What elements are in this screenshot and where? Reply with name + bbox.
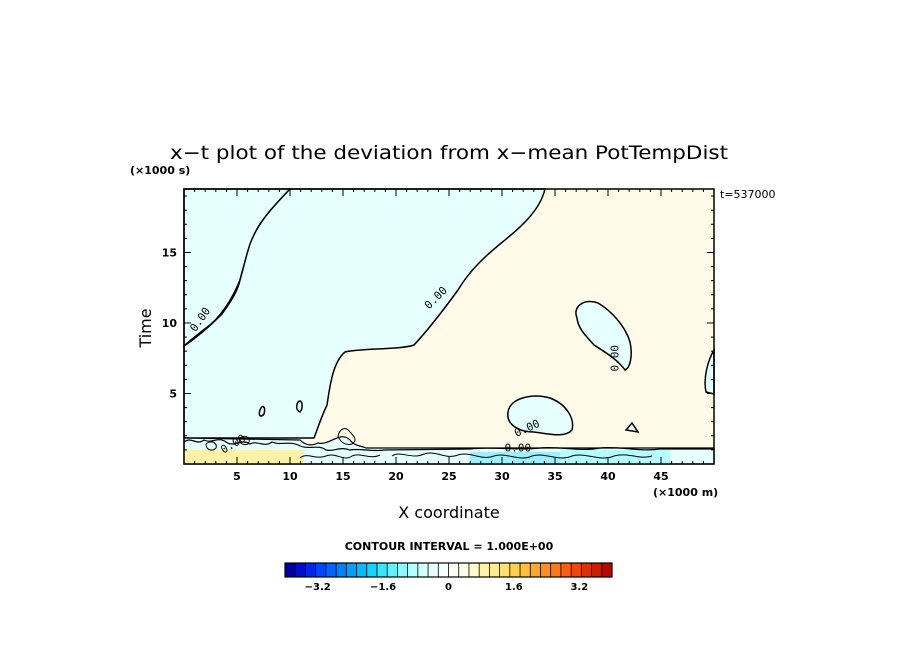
negative-region <box>183 188 546 439</box>
contour-line <box>239 435 250 445</box>
colorbar-swatch <box>479 563 490 577</box>
negative-cell <box>507 395 574 436</box>
colorbar-swatch <box>499 563 511 577</box>
plot-area: 0.000.000.000.000.000.00 5 10 15 20 25 30 35 40… <box>162 188 715 483</box>
axis-ticks: 5 10 15 20 25 30 35 40 45 5 10 15 <box>162 189 714 483</box>
colorbar-swatch <box>560 563 572 577</box>
colorbar-swatch <box>428 563 439 577</box>
x-tick-label: 25 <box>441 470 456 483</box>
colorbar-swatch <box>601 563 613 577</box>
y-unit-label: (×1000 s) <box>130 164 190 177</box>
x-tick-label: 20 <box>388 470 404 483</box>
x-tick-label: 5 <box>233 470 241 483</box>
colorbar-swatch <box>489 563 500 577</box>
colorbar-frame <box>284 562 613 578</box>
contour-line <box>205 441 217 451</box>
negative-cell <box>624 421 640 434</box>
colorbar-tick-label: 0 <box>445 582 452 593</box>
colorbar-tick-label: 1.6 <box>505 582 523 593</box>
colorbar-swatch <box>571 563 582 577</box>
contour-line <box>391 452 653 459</box>
colorbar-swatch <box>325 563 337 577</box>
x-tick-label: 40 <box>600 470 616 483</box>
colorbar-swatch <box>509 563 521 577</box>
colorbar-swatch <box>397 563 408 577</box>
colorbar-swatch <box>315 563 327 577</box>
colorbar-swatch <box>295 563 306 577</box>
x-tick-label: 15 <box>335 470 350 483</box>
colorbar-swatch <box>520 563 531 577</box>
colorbar-swatch <box>458 563 470 577</box>
colorbar-swatch <box>305 563 316 577</box>
colorbar-swatch <box>550 563 562 577</box>
colorbar: −3.2 −1.6 0 1.6 3.2 <box>284 562 613 593</box>
colorbar-tick-label: −1.6 <box>370 582 396 593</box>
colorbar-swatch <box>438 563 449 577</box>
colorbar-tick-label: 3.2 <box>570 582 588 593</box>
contour-label: 0.00 <box>505 441 532 454</box>
colorbar-swatch <box>407 563 419 577</box>
negative-cell <box>704 347 715 395</box>
x-tick-label: 30 <box>494 470 510 483</box>
negative-cell <box>295 400 303 413</box>
colorbar-swatch <box>530 563 541 577</box>
x-axis-label: X coordinate <box>398 503 499 522</box>
colorbar-swatch <box>356 563 368 577</box>
colorbar-swatch <box>468 563 480 577</box>
colorbar-swatch <box>591 563 603 577</box>
contour-line <box>337 428 356 445</box>
negative-cell <box>575 300 632 371</box>
colorbar-swatch <box>540 563 551 577</box>
contour-line <box>299 454 381 459</box>
colorbar-swatch <box>336 563 347 577</box>
x-tick-label: 35 <box>547 470 562 483</box>
colorbar-swatch <box>417 563 429 577</box>
colorbar-title: CONTOUR INTERVAL = 1.000E+00 <box>345 540 554 553</box>
colorbar-swatch <box>366 563 378 577</box>
colorbar-swatch <box>448 563 460 577</box>
colorbar-swatch <box>346 563 357 577</box>
x-tick-label: 10 <box>282 470 298 483</box>
y-tick-label: 10 <box>162 317 178 330</box>
chart-title: x−t plot of the deviation from x−mean Po… <box>170 142 728 164</box>
colorbar-swatch <box>285 563 296 577</box>
colorbar-swatch <box>376 563 388 577</box>
contour-line <box>183 439 714 452</box>
time-stamp: t=537000 <box>720 188 776 201</box>
y-tick-label: 15 <box>162 246 177 259</box>
y-axis-label: Time <box>136 308 155 348</box>
positive-band <box>184 450 304 464</box>
y-tick-label: 5 <box>169 387 177 400</box>
negative-band <box>560 450 670 464</box>
x-tick-label: 45 <box>653 470 668 483</box>
x-unit-label: (×1000 m) <box>653 486 718 499</box>
colorbar-tick-label: −3.2 <box>305 582 331 593</box>
colorbar-swatch <box>581 563 592 577</box>
colorbar-swatch <box>387 563 398 577</box>
contour-label: 0.00 <box>609 345 622 372</box>
negative-cell <box>258 405 266 417</box>
